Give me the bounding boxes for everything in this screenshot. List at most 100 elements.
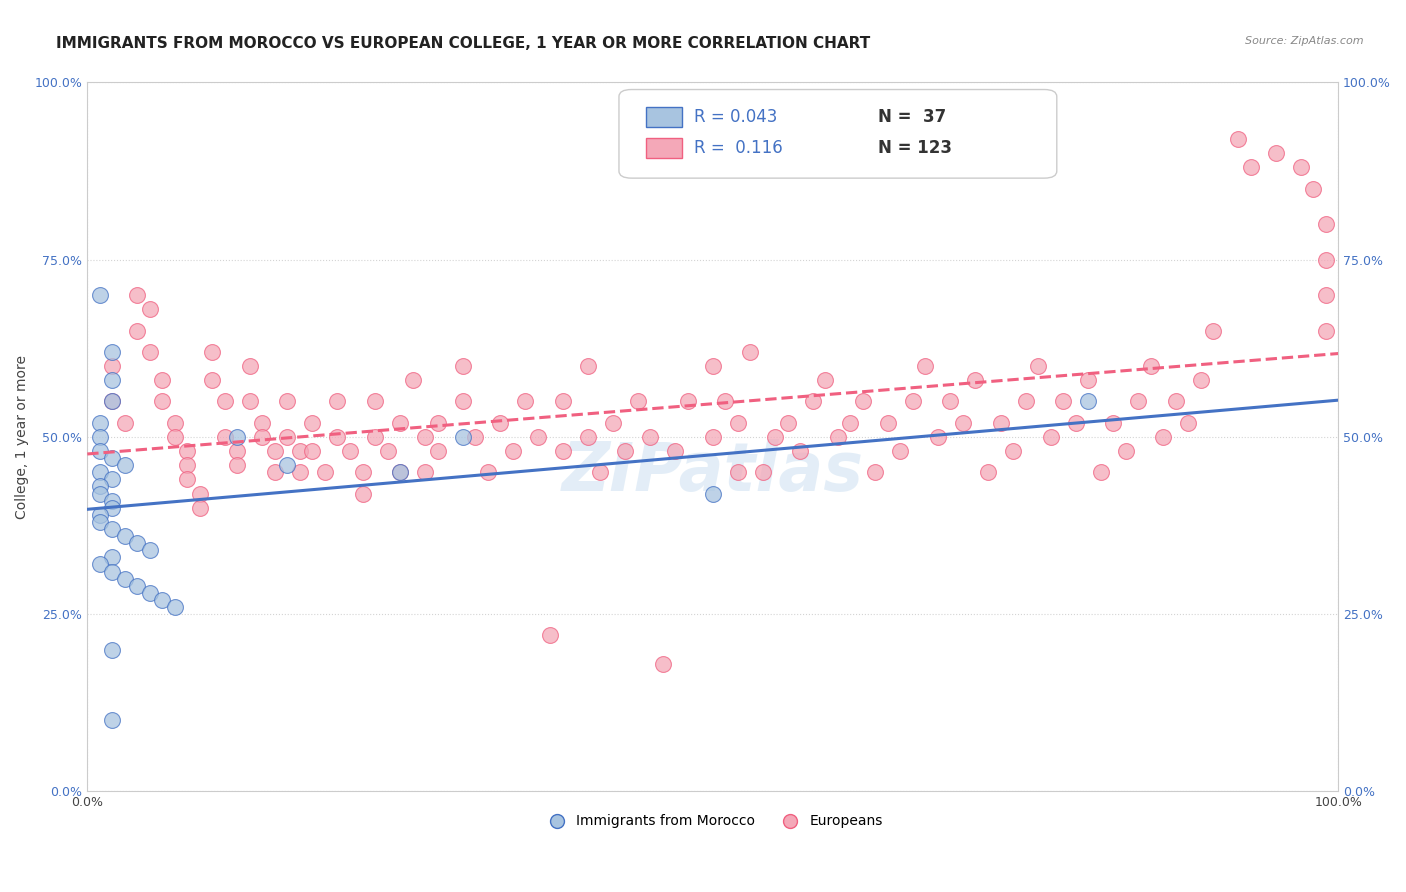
Point xyxy=(1026,359,1049,373)
Point xyxy=(163,416,186,430)
Point xyxy=(489,416,512,430)
Point xyxy=(814,373,837,387)
Point xyxy=(477,465,499,479)
Point xyxy=(89,416,111,430)
Point xyxy=(101,550,124,565)
Text: N =  37: N = 37 xyxy=(877,108,946,126)
Point xyxy=(914,359,936,373)
Point xyxy=(163,430,186,444)
Point xyxy=(638,430,661,444)
Point xyxy=(702,430,724,444)
Point xyxy=(101,565,124,579)
Point xyxy=(89,508,111,522)
Point xyxy=(101,451,124,466)
Point xyxy=(752,465,775,479)
Point xyxy=(114,416,136,430)
Point xyxy=(114,529,136,543)
Point xyxy=(589,465,612,479)
Point xyxy=(276,394,298,409)
Point xyxy=(426,416,449,430)
Text: R = 0.043: R = 0.043 xyxy=(695,108,778,126)
Point xyxy=(101,344,124,359)
Point xyxy=(702,486,724,500)
Point xyxy=(89,444,111,458)
Point xyxy=(389,416,412,430)
Point xyxy=(339,444,361,458)
Point xyxy=(1240,161,1263,175)
Point xyxy=(451,359,474,373)
Point xyxy=(1039,430,1062,444)
Point xyxy=(763,430,786,444)
Point xyxy=(176,472,198,486)
Point xyxy=(627,394,650,409)
Point xyxy=(714,394,737,409)
Text: ZIPatlas: ZIPatlas xyxy=(562,439,863,505)
Point xyxy=(89,558,111,572)
Point xyxy=(1090,465,1112,479)
Point xyxy=(150,394,173,409)
Point xyxy=(1164,394,1187,409)
Point xyxy=(576,430,599,444)
Text: R =  0.116: R = 0.116 xyxy=(695,139,783,157)
Point xyxy=(513,394,536,409)
Point xyxy=(101,359,124,373)
Point xyxy=(389,465,412,479)
Point xyxy=(352,486,374,500)
Point xyxy=(664,444,686,458)
Point xyxy=(789,444,811,458)
Point xyxy=(538,628,561,642)
Point xyxy=(139,543,162,558)
Point xyxy=(364,430,387,444)
Point xyxy=(150,373,173,387)
Point xyxy=(727,416,749,430)
Point xyxy=(602,416,624,430)
Text: Source: ZipAtlas.com: Source: ZipAtlas.com xyxy=(1246,36,1364,45)
Point xyxy=(1315,324,1337,338)
Point xyxy=(176,444,198,458)
Point xyxy=(239,359,262,373)
Point xyxy=(502,444,524,458)
Point xyxy=(89,465,111,479)
Point xyxy=(176,458,198,473)
Point xyxy=(551,444,574,458)
Point xyxy=(1077,373,1099,387)
Point xyxy=(89,515,111,529)
Point xyxy=(239,394,262,409)
Point xyxy=(226,444,249,458)
Point xyxy=(101,493,124,508)
Point xyxy=(401,373,423,387)
Point xyxy=(276,458,298,473)
Point xyxy=(89,479,111,493)
Point xyxy=(801,394,824,409)
FancyBboxPatch shape xyxy=(647,138,682,158)
Point xyxy=(127,324,149,338)
Point xyxy=(101,500,124,515)
Point xyxy=(101,472,124,486)
Legend: Immigrants from Morocco, Europeans: Immigrants from Morocco, Europeans xyxy=(537,809,889,834)
Point xyxy=(1077,394,1099,409)
Point xyxy=(1177,416,1199,430)
Point xyxy=(288,444,311,458)
Point xyxy=(139,586,162,600)
Point xyxy=(301,416,323,430)
Point xyxy=(301,444,323,458)
Point xyxy=(101,714,124,728)
Point xyxy=(101,642,124,657)
Point xyxy=(526,430,548,444)
Point xyxy=(163,599,186,614)
Point xyxy=(139,344,162,359)
Point xyxy=(877,416,900,430)
Point xyxy=(1064,416,1087,430)
Point xyxy=(651,657,673,671)
Point xyxy=(226,458,249,473)
Point xyxy=(214,430,236,444)
Point xyxy=(114,572,136,586)
Point xyxy=(389,465,412,479)
Point xyxy=(1264,146,1286,161)
Point xyxy=(426,444,449,458)
Point xyxy=(264,465,287,479)
Point xyxy=(839,416,862,430)
Y-axis label: College, 1 year or more: College, 1 year or more xyxy=(15,355,30,519)
Point xyxy=(965,373,987,387)
Point xyxy=(352,465,374,479)
